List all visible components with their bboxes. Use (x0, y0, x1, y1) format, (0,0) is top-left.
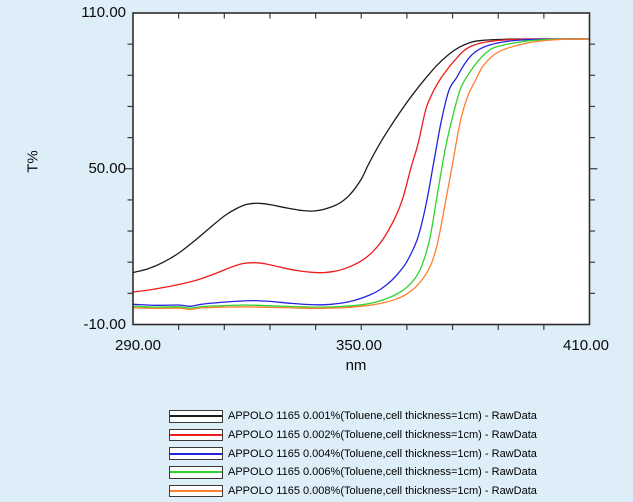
legend-item: APPOLO 1165 0.002%(Toluene,cell thicknes… (169, 428, 537, 442)
y-tick-label-50: 50.00 (88, 160, 126, 177)
legend-line-icon (170, 452, 222, 455)
x-tick-label-410: 410.00 (563, 337, 609, 354)
legend-swatch-black (169, 410, 223, 423)
legend-swatch-red (169, 428, 223, 442)
legend-swatch-orange (169, 484, 223, 498)
legend-line-icon (170, 415, 222, 418)
legend-line-icon (170, 471, 222, 474)
legend-item: APPOLO 1165 0.006%(Toluene,cell thicknes… (169, 466, 537, 479)
x-tick-label-290: 290.00 (115, 337, 161, 354)
legend-label: APPOLO 1165 0.006%(Toluene,cell thicknes… (228, 466, 537, 479)
legend-item: APPOLO 1165 0.004%(Toluene,cell thicknes… (169, 447, 537, 460)
legend-item: APPOLO 1165 0.008%(Toluene,cell thicknes… (169, 484, 537, 498)
plot-area (133, 13, 590, 325)
series-line-4 (132, 38, 591, 311)
legend-item: APPOLO 1165 0.001%(Toluene,cell thicknes… (169, 410, 537, 423)
series-line-0 (132, 38, 591, 274)
y-tick-label-110: 110.00 (81, 4, 126, 21)
legend-swatch-blue (169, 447, 223, 460)
legend-swatch-green (169, 466, 223, 479)
legend-label: APPOLO 1165 0.001%(Toluene,cell thicknes… (228, 410, 537, 423)
legend-line-icon (170, 490, 222, 492)
legend-line-icon (170, 433, 222, 436)
y-axis-title: T% (24, 150, 42, 173)
y-tick-label-minus10: -10.00 (83, 316, 126, 333)
plot-frame (132, 12, 591, 326)
legend-label: APPOLO 1165 0.004%(Toluene,cell thicknes… (228, 447, 537, 460)
legend-label: APPOLO 1165 0.008%(Toluene,cell thicknes… (228, 485, 537, 497)
chart-legend: APPOLO 1165 0.001%(Toluene,cell thicknes… (169, 410, 537, 502)
series-line-2 (132, 38, 591, 307)
x-axis-title: nm (345, 357, 367, 374)
series-line-1 (132, 38, 591, 293)
x-tick-label-350: 350.00 (336, 337, 382, 354)
series-line-3 (132, 38, 591, 309)
legend-label: APPOLO 1165 0.002%(Toluene,cell thicknes… (228, 428, 537, 441)
